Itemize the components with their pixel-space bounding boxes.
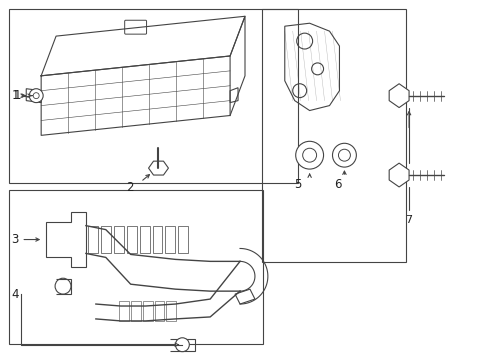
Bar — [178, 226, 188, 253]
Bar — [152, 226, 163, 253]
Bar — [166, 226, 175, 253]
Polygon shape — [389, 163, 409, 187]
Bar — [167, 301, 176, 321]
Bar — [9, 9, 298, 183]
Text: 5: 5 — [294, 178, 301, 191]
Bar — [154, 301, 165, 321]
FancyBboxPatch shape — [124, 20, 147, 34]
Bar — [262, 9, 406, 262]
Text: 1: 1 — [13, 89, 21, 102]
Bar — [101, 226, 111, 253]
Bar — [9, 190, 263, 344]
Circle shape — [333, 143, 356, 167]
Circle shape — [175, 338, 189, 352]
Bar — [143, 301, 152, 321]
Polygon shape — [389, 84, 409, 108]
Circle shape — [29, 89, 43, 103]
Bar — [131, 301, 141, 321]
Polygon shape — [148, 161, 169, 175]
Text: 2: 2 — [125, 181, 133, 194]
Text: 1: 1 — [11, 89, 19, 102]
Bar — [88, 226, 98, 253]
Bar — [119, 301, 129, 321]
Text: 7: 7 — [406, 215, 413, 225]
Bar — [127, 226, 137, 253]
Text: 3: 3 — [11, 233, 19, 246]
Circle shape — [295, 141, 323, 169]
Text: 4: 4 — [11, 288, 19, 301]
Bar — [140, 226, 149, 253]
Bar — [114, 226, 123, 253]
Text: 6: 6 — [334, 178, 341, 191]
